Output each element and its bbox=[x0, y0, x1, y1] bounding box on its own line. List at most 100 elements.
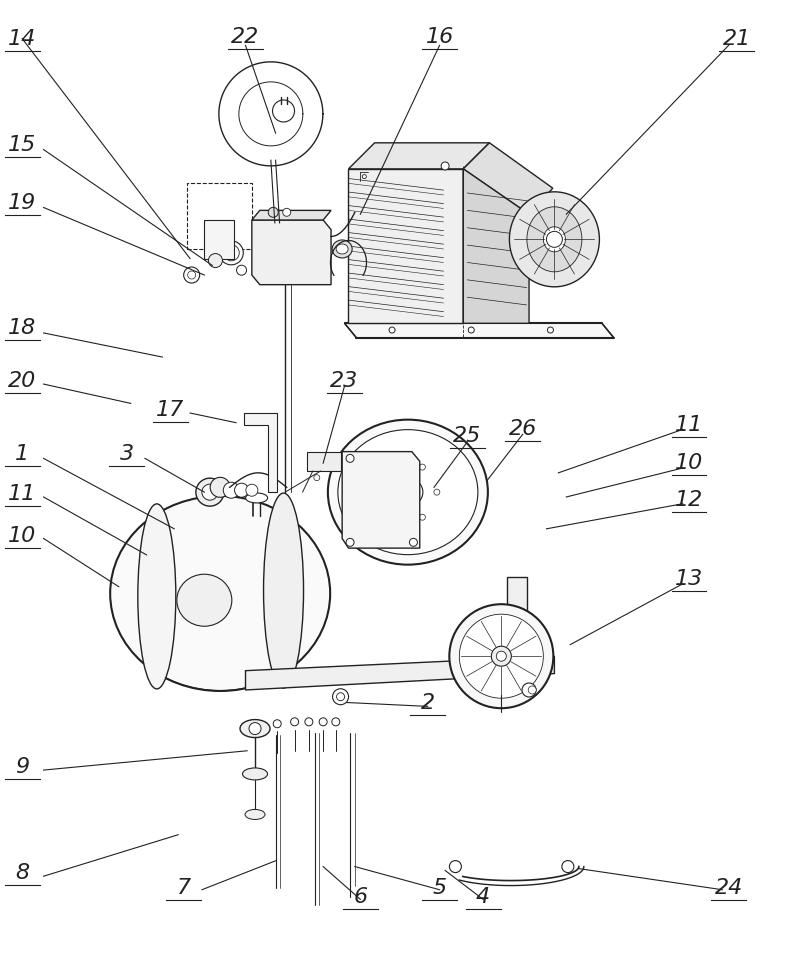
Text: 15: 15 bbox=[8, 135, 36, 154]
Ellipse shape bbox=[110, 496, 330, 691]
Circle shape bbox=[420, 514, 425, 520]
Polygon shape bbox=[252, 210, 331, 220]
Polygon shape bbox=[244, 413, 277, 492]
Text: 24: 24 bbox=[714, 878, 743, 897]
Text: 8: 8 bbox=[15, 864, 29, 883]
Circle shape bbox=[528, 686, 536, 694]
Circle shape bbox=[210, 478, 230, 497]
Circle shape bbox=[234, 483, 249, 497]
Text: 7: 7 bbox=[177, 878, 191, 897]
Polygon shape bbox=[348, 169, 463, 323]
Ellipse shape bbox=[328, 420, 488, 565]
Circle shape bbox=[223, 245, 239, 261]
Circle shape bbox=[497, 651, 506, 661]
Circle shape bbox=[400, 484, 416, 500]
Circle shape bbox=[246, 484, 258, 496]
Text: 1: 1 bbox=[15, 444, 29, 463]
Text: 12: 12 bbox=[675, 490, 703, 510]
Polygon shape bbox=[246, 656, 554, 690]
Ellipse shape bbox=[177, 574, 232, 626]
Circle shape bbox=[184, 267, 200, 283]
Polygon shape bbox=[463, 143, 489, 323]
Bar bbox=[187, 183, 252, 249]
Text: 11: 11 bbox=[8, 484, 36, 504]
Ellipse shape bbox=[393, 478, 423, 507]
Text: 4: 4 bbox=[476, 888, 490, 907]
Circle shape bbox=[390, 464, 396, 470]
Circle shape bbox=[223, 482, 239, 498]
Circle shape bbox=[202, 484, 218, 500]
Polygon shape bbox=[348, 143, 489, 169]
Circle shape bbox=[420, 464, 425, 470]
Polygon shape bbox=[463, 143, 553, 214]
Polygon shape bbox=[463, 169, 529, 323]
Circle shape bbox=[546, 232, 562, 247]
Circle shape bbox=[319, 718, 327, 726]
Circle shape bbox=[390, 514, 396, 520]
Text: 19: 19 bbox=[8, 193, 36, 212]
Circle shape bbox=[291, 718, 299, 726]
Text: 9: 9 bbox=[15, 758, 29, 777]
Circle shape bbox=[409, 538, 417, 546]
Circle shape bbox=[362, 175, 367, 179]
Circle shape bbox=[219, 241, 243, 264]
Polygon shape bbox=[507, 577, 527, 656]
Text: 2: 2 bbox=[421, 693, 435, 712]
Circle shape bbox=[237, 265, 246, 275]
Circle shape bbox=[273, 720, 281, 728]
Polygon shape bbox=[252, 220, 331, 285]
Text: 22: 22 bbox=[231, 27, 260, 46]
Circle shape bbox=[434, 489, 440, 495]
Text: 5: 5 bbox=[432, 878, 447, 897]
Circle shape bbox=[305, 718, 313, 726]
Circle shape bbox=[283, 208, 291, 216]
Circle shape bbox=[562, 861, 574, 872]
Circle shape bbox=[346, 455, 354, 462]
Text: 6: 6 bbox=[353, 888, 367, 907]
Circle shape bbox=[333, 689, 348, 704]
Text: 13: 13 bbox=[675, 569, 703, 589]
Text: 16: 16 bbox=[425, 27, 454, 46]
Circle shape bbox=[272, 100, 295, 122]
Ellipse shape bbox=[138, 504, 176, 689]
Ellipse shape bbox=[246, 493, 268, 503]
Circle shape bbox=[314, 475, 320, 481]
Circle shape bbox=[208, 254, 223, 267]
Text: 18: 18 bbox=[8, 318, 36, 338]
Circle shape bbox=[522, 683, 536, 697]
Ellipse shape bbox=[527, 207, 582, 272]
Text: 21: 21 bbox=[722, 29, 751, 48]
Ellipse shape bbox=[338, 429, 478, 555]
Circle shape bbox=[441, 162, 449, 170]
Text: 10: 10 bbox=[8, 526, 36, 545]
Circle shape bbox=[449, 861, 462, 872]
Circle shape bbox=[547, 327, 554, 333]
Circle shape bbox=[491, 647, 512, 666]
Ellipse shape bbox=[240, 720, 270, 737]
Circle shape bbox=[468, 327, 474, 333]
Ellipse shape bbox=[543, 227, 565, 252]
Bar bbox=[204, 220, 234, 259]
Circle shape bbox=[188, 271, 196, 279]
Text: 17: 17 bbox=[156, 400, 185, 420]
Circle shape bbox=[449, 604, 554, 708]
Ellipse shape bbox=[242, 768, 268, 780]
Text: 20: 20 bbox=[8, 372, 36, 391]
Circle shape bbox=[268, 207, 278, 217]
Text: 11: 11 bbox=[675, 415, 703, 434]
Text: 14: 14 bbox=[8, 29, 36, 48]
Text: 26: 26 bbox=[508, 420, 537, 439]
Polygon shape bbox=[345, 323, 614, 338]
Circle shape bbox=[346, 538, 354, 546]
Ellipse shape bbox=[264, 493, 303, 688]
Ellipse shape bbox=[336, 244, 348, 254]
Ellipse shape bbox=[332, 240, 352, 258]
Text: 23: 23 bbox=[330, 372, 359, 391]
Circle shape bbox=[459, 614, 543, 699]
Circle shape bbox=[389, 327, 395, 333]
Circle shape bbox=[337, 693, 345, 701]
Circle shape bbox=[196, 478, 224, 507]
Ellipse shape bbox=[509, 192, 600, 287]
Bar bbox=[307, 452, 341, 471]
Text: 3: 3 bbox=[120, 444, 134, 463]
